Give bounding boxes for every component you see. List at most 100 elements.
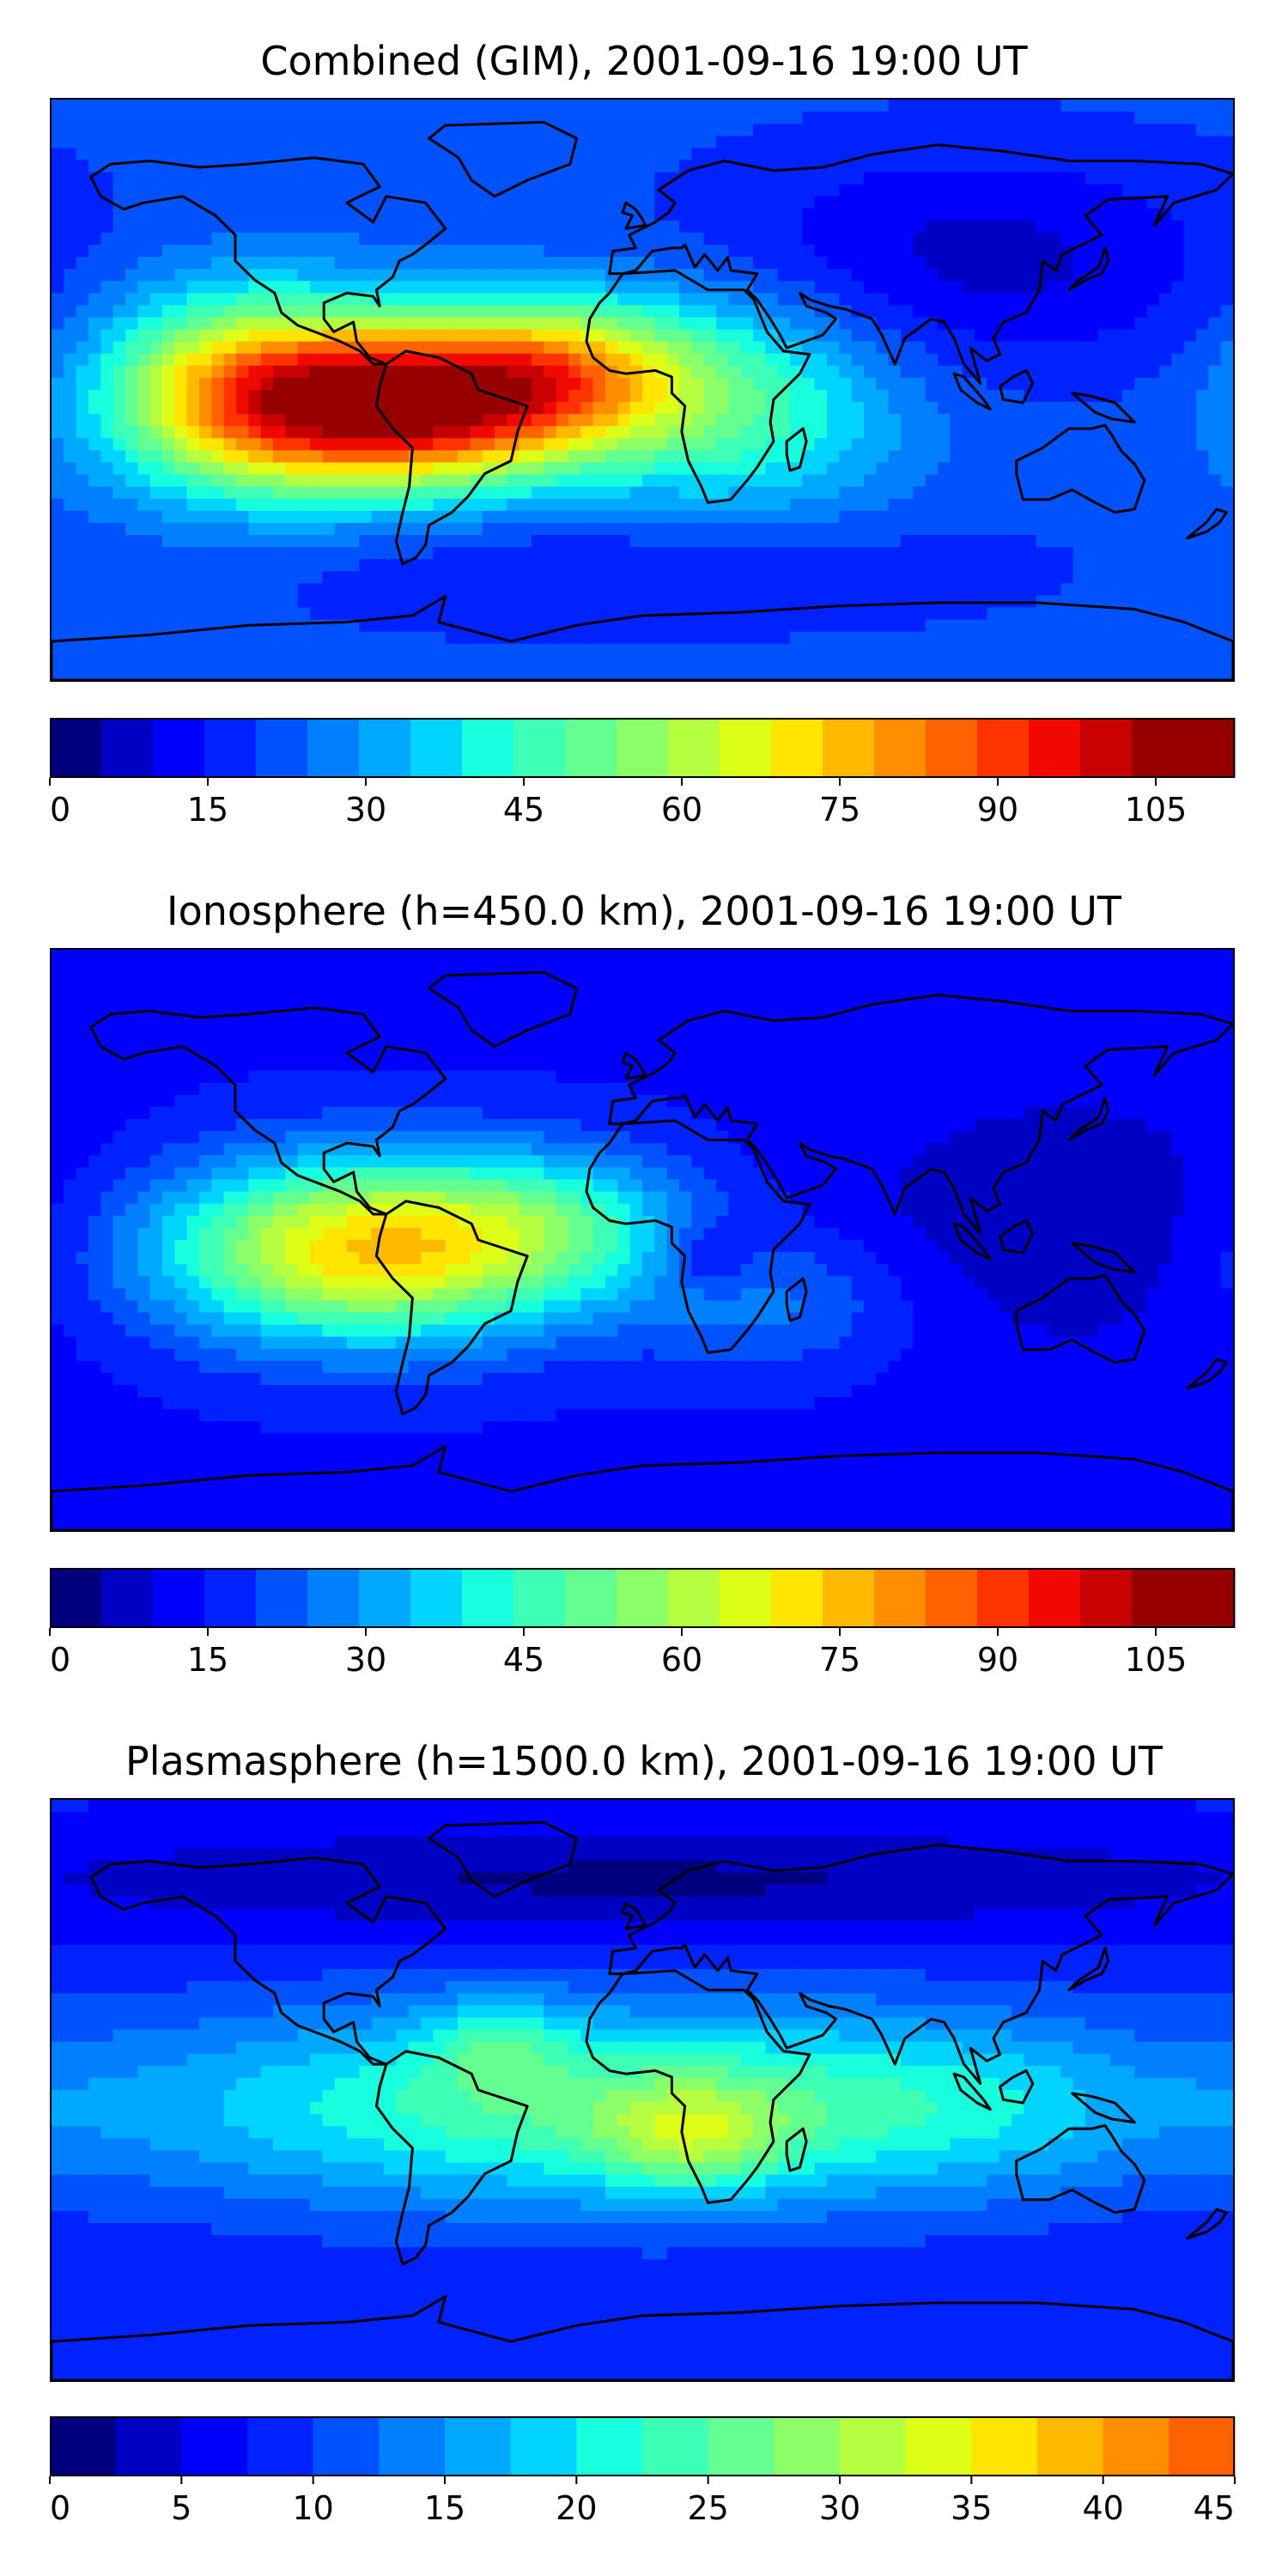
- field-cell: [1012, 220, 1024, 234]
- field-cell: [125, 245, 138, 258]
- field-cell: [64, 986, 77, 999]
- field-cell: [334, 196, 348, 210]
- field-cell: [950, 402, 963, 415]
- field-cell: [1036, 462, 1049, 476]
- field-cell: [211, 100, 225, 112]
- field-cell: [1036, 136, 1049, 149]
- field-cell: [347, 486, 360, 500]
- field-cell: [1208, 619, 1222, 633]
- field-cell: [76, 136, 89, 149]
- field-cell: [827, 329, 840, 343]
- field-cell: [962, 974, 975, 987]
- field-cell: [248, 377, 262, 391]
- field-cell: [827, 438, 840, 452]
- field-cell: [1048, 377, 1061, 391]
- field-cell: [753, 667, 766, 680]
- field-cell: [827, 462, 840, 476]
- field-cell: [359, 136, 373, 149]
- field-cell: [703, 655, 717, 669]
- field-cell: [1171, 510, 1185, 524]
- field-cell: [1085, 317, 1098, 331]
- field-cell: [975, 124, 987, 137]
- field-cell: [1146, 136, 1160, 149]
- field-cell: [864, 196, 877, 210]
- field-cell: [1196, 112, 1209, 125]
- field-cell: [777, 245, 791, 258]
- field-cell: [740, 962, 754, 975]
- field-cell: [975, 974, 987, 987]
- field-cell: [1109, 402, 1123, 415]
- field-cell: [285, 148, 299, 161]
- field-cell: [544, 486, 557, 500]
- field-cell: [814, 559, 828, 572]
- field-cell: [64, 655, 77, 669]
- field-cell: [174, 100, 188, 112]
- colorbar-tick-label: 105: [1125, 791, 1188, 829]
- field-cell: [211, 196, 225, 210]
- field-cell: [987, 426, 1000, 439]
- field-cell: [285, 317, 299, 331]
- field-cell: [162, 450, 175, 464]
- field-cell: [100, 172, 114, 185]
- field-cell: [913, 208, 927, 222]
- field-cell: [913, 559, 927, 572]
- field-cell: [112, 112, 126, 125]
- field-cell: [666, 232, 680, 246]
- field-cell: [445, 269, 459, 282]
- field-cell: [777, 136, 791, 149]
- field-cell: [359, 595, 373, 609]
- field-cell: [642, 232, 655, 246]
- field-cell: [162, 377, 175, 391]
- field-cell: [605, 124, 618, 137]
- field-cell: [888, 571, 902, 584]
- field-cell: [186, 281, 200, 294]
- field-cell: [285, 986, 299, 999]
- field-cell: [728, 583, 742, 597]
- field-cell: [827, 281, 840, 294]
- field-cell: [322, 950, 336, 963]
- field-cell: [445, 208, 459, 222]
- field-cell: [162, 232, 175, 246]
- field-cell: [162, 631, 175, 645]
- field-cell: [371, 522, 385, 536]
- field-cell: [186, 583, 200, 597]
- field-cell: [901, 100, 914, 112]
- field-cell: [458, 583, 471, 597]
- field-cell: [445, 124, 459, 137]
- field-cell: [112, 595, 126, 609]
- field-cell: [888, 486, 902, 500]
- field-cell: [999, 643, 1012, 657]
- field-cell: [1012, 172, 1024, 185]
- field-cell: [1048, 474, 1061, 488]
- field-cell: [1060, 522, 1074, 536]
- field-cell: [703, 220, 717, 234]
- field-cell: [679, 619, 692, 633]
- field-cell: [1060, 317, 1074, 331]
- field-cell: [802, 148, 816, 161]
- field-cell: [507, 402, 520, 415]
- field-cell: [470, 438, 483, 452]
- field-cell: [64, 426, 77, 439]
- field-cell: [544, 329, 557, 343]
- field-cell: [334, 498, 348, 512]
- field-cell: [691, 293, 705, 307]
- field-cell: [519, 232, 532, 246]
- field-cell: [962, 486, 975, 500]
- field-cell: [617, 402, 631, 415]
- field-cell: [556, 522, 569, 536]
- field-cell: [777, 281, 791, 294]
- field-cell: [384, 498, 397, 512]
- field-cell: [52, 245, 64, 258]
- field-cell: [285, 305, 299, 319]
- field-cell: [544, 377, 557, 391]
- field-cell: [975, 426, 987, 439]
- field-cell: [987, 510, 1000, 524]
- field-cell: [458, 136, 471, 149]
- field-cell: [839, 655, 853, 669]
- field-cell: [1012, 377, 1024, 391]
- field-cell: [876, 208, 890, 222]
- field-cell: [592, 402, 606, 415]
- field-cell: [310, 986, 323, 999]
- field-cell: [408, 426, 422, 439]
- field-cell: [802, 390, 816, 403]
